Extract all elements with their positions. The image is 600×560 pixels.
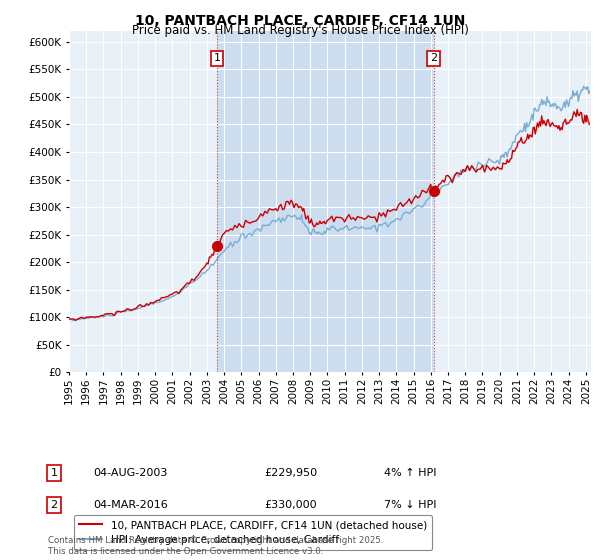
Text: 04-MAR-2016: 04-MAR-2016 xyxy=(93,500,168,510)
Text: £229,950: £229,950 xyxy=(264,468,317,478)
Text: 2: 2 xyxy=(430,53,437,63)
Text: 1: 1 xyxy=(214,53,221,63)
Text: 2: 2 xyxy=(50,500,58,510)
Text: £330,000: £330,000 xyxy=(264,500,317,510)
Text: Contains HM Land Registry data © Crown copyright and database right 2025.
This d: Contains HM Land Registry data © Crown c… xyxy=(48,536,383,556)
Text: 10, PANTBACH PLACE, CARDIFF, CF14 1UN: 10, PANTBACH PLACE, CARDIFF, CF14 1UN xyxy=(135,14,465,28)
Text: 4% ↑ HPI: 4% ↑ HPI xyxy=(384,468,437,478)
Text: 04-AUG-2003: 04-AUG-2003 xyxy=(93,468,167,478)
Text: 1: 1 xyxy=(50,468,58,478)
Bar xyxy=(217,31,434,372)
Text: Price paid vs. HM Land Registry's House Price Index (HPI): Price paid vs. HM Land Registry's House … xyxy=(131,24,469,37)
Text: 7% ↓ HPI: 7% ↓ HPI xyxy=(384,500,437,510)
Legend: 10, PANTBACH PLACE, CARDIFF, CF14 1UN (detached house), HPI: Average price, deta: 10, PANTBACH PLACE, CARDIFF, CF14 1UN (d… xyxy=(74,515,432,550)
